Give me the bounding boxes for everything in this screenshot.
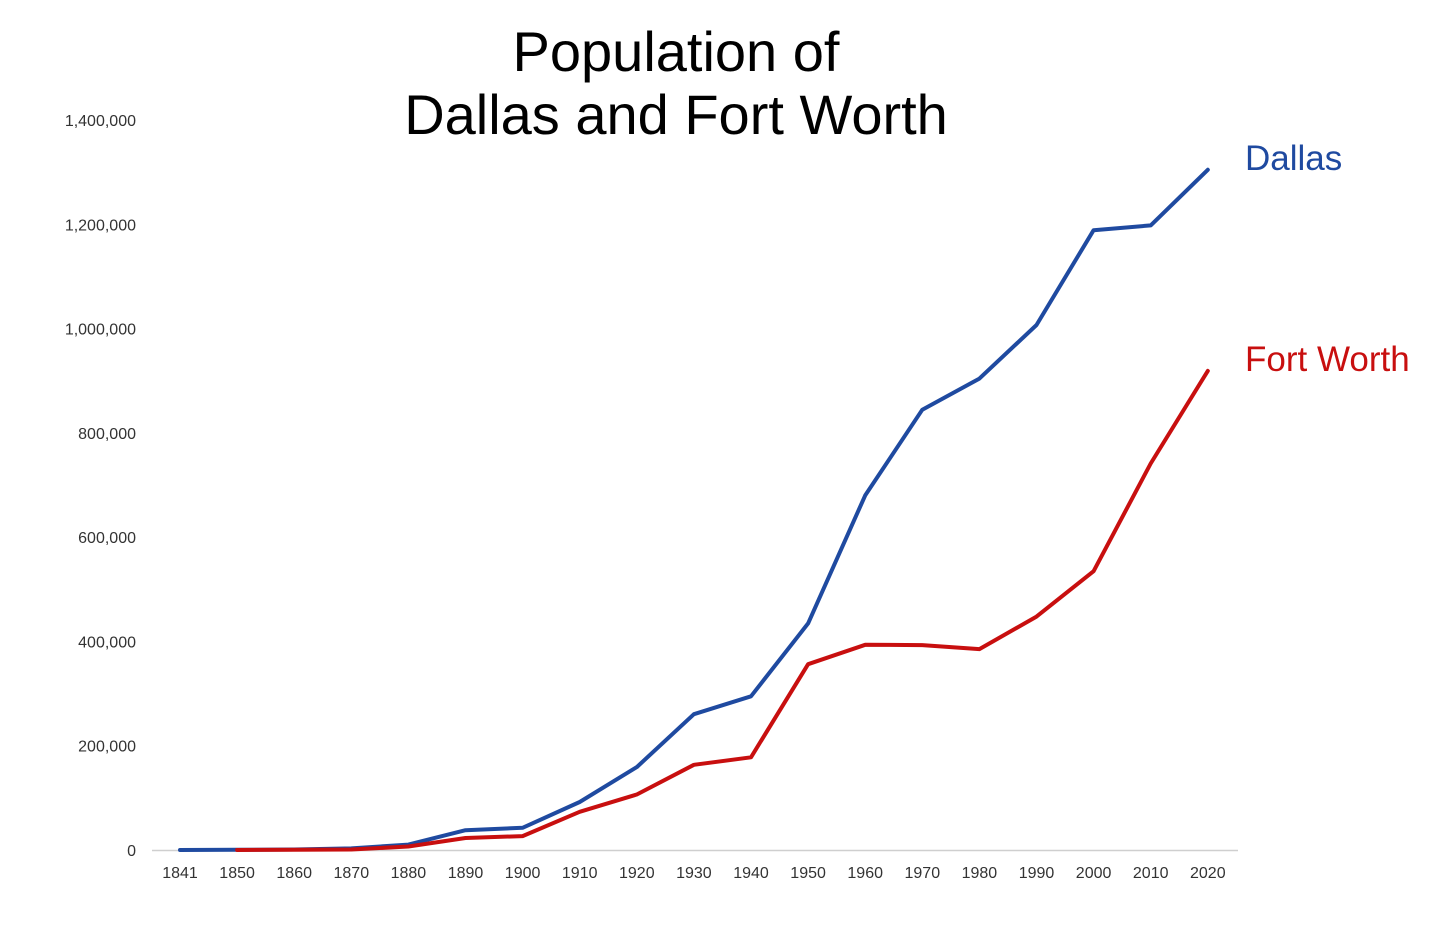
x-tick-label: 2020: [1190, 865, 1226, 882]
y-tick-label: 200,000: [78, 739, 136, 756]
y-tick-label: 600,000: [78, 530, 136, 547]
x-tick-label: 1970: [905, 865, 941, 882]
x-tick-label: 1920: [619, 865, 655, 882]
x-tick-label: 1980: [962, 865, 998, 882]
x-axis-ticks: 1841 1850 1860 1870 1880 1890 1900 1910 1920 1930…: [162, 865, 1225, 882]
chart-title-line-1: Population of: [512, 20, 840, 83]
dallas-series-line: [178, 167, 1210, 852]
x-tick-label: 1890: [448, 865, 484, 882]
series-labels: Dallas Fort Worth: [1245, 139, 1410, 379]
dallas-series-label: Dallas: [1245, 139, 1342, 178]
y-tick-label: 400,000: [78, 634, 136, 651]
x-tick-label: 1850: [219, 865, 255, 882]
x-tick-label: 1841: [162, 865, 198, 882]
x-tick-label: 1860: [276, 865, 312, 882]
x-tick-label: 1910: [562, 865, 598, 882]
chart-title-line-2: Dallas and Fort Worth: [404, 83, 948, 146]
x-tick-label: 1950: [790, 865, 826, 882]
x-tick-label: 1900: [505, 865, 541, 882]
y-tick-label: 800,000: [78, 426, 136, 443]
x-tick-label: 1940: [733, 865, 769, 882]
fort-worth-series-line: [235, 368, 1210, 852]
x-tick-label: 1960: [847, 865, 883, 882]
x-tick-label: 1880: [391, 865, 427, 882]
x-tick-label: 1870: [334, 865, 370, 882]
x-tick-label: 2010: [1133, 865, 1169, 882]
y-tick-label: 1,200,000: [65, 217, 136, 234]
series-lines: [178, 167, 1210, 852]
y-axis-ticks: 0 200,000 400,000 600,000 800,000 1,000,000 1,…: [65, 113, 136, 860]
y-tick-label: 1,000,000: [65, 322, 136, 339]
x-tick-label: 2000: [1076, 865, 1112, 882]
chart-title: Population of Dallas and Fort Worth: [376, 20, 976, 146]
y-tick-label: 0: [127, 843, 136, 860]
fort-worth-series-label: Fort Worth: [1245, 340, 1410, 379]
y-tick-label: 1,400,000: [65, 113, 136, 130]
x-tick-label: 1930: [676, 865, 712, 882]
x-tick-label: 1990: [1019, 865, 1055, 882]
